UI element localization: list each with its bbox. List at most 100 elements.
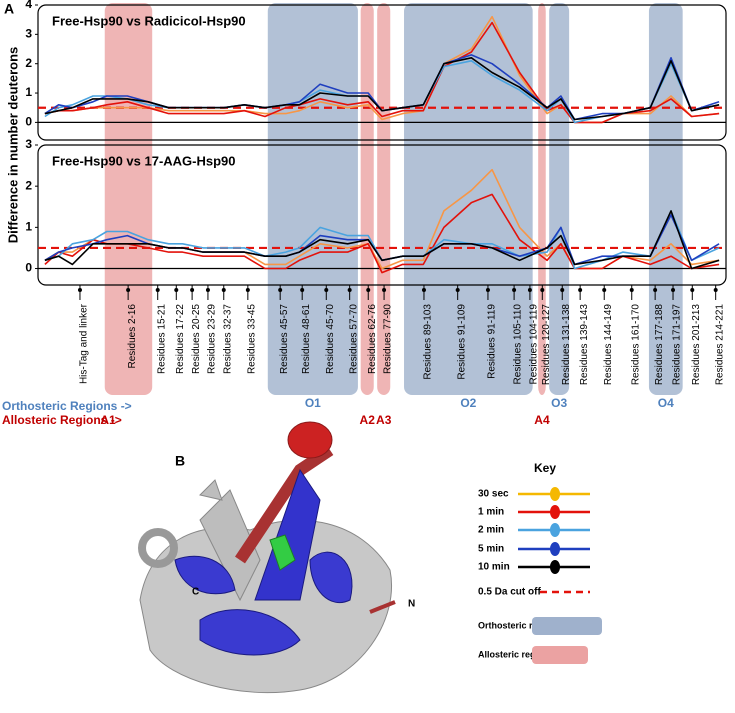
legend-swatch [532, 646, 588, 664]
x-tick-label: Residues 161-170 [630, 304, 641, 386]
y-tick-label: 4 [25, 0, 32, 11]
x-tick-dot [713, 288, 718, 292]
x-tick-dot [485, 288, 490, 292]
legend-label: 2 min [478, 525, 504, 536]
x-tick-label: Residues 17-22 [175, 304, 186, 374]
x-tick-dot [347, 288, 352, 292]
x-tick-label: Residues 32-37 [222, 304, 233, 374]
region-label: A2 [360, 413, 376, 427]
x-tick-label: Residues 2-16 [127, 304, 138, 369]
x-tick-label: Residues 91-119 [487, 304, 498, 379]
x-tick-dot [540, 288, 545, 292]
protein-structure [138, 421, 396, 694]
y-tick-label: 3 [25, 27, 32, 41]
x-tick-label: Residues 15-21 [156, 304, 167, 374]
x-tick-label: Residues 62-76 [367, 304, 378, 374]
x-tick-dot [690, 288, 695, 292]
x-tick-dot [300, 288, 305, 292]
x-tick-label: Residues 171-197 [672, 304, 683, 386]
x-tick-label: Residues 77-90 [383, 304, 394, 374]
x-tick-dot [560, 288, 565, 292]
x-tick-dot [629, 288, 634, 292]
y-tick-label: 2 [25, 56, 32, 70]
legend-label: Orthosteric regions [478, 620, 562, 630]
panel-label: A [4, 1, 14, 17]
x-tick-dot [155, 288, 160, 292]
legend-label: 30 sec [478, 489, 509, 500]
series-line [44, 210, 720, 270]
x-tick-dot [382, 288, 387, 292]
y-tick-label: 3 [25, 137, 32, 151]
x-tick-label: Residues 57-70 [348, 304, 359, 374]
plots: Free-Hsp90 vs Radicicol-Hsp90 0 1 2 3 4 Free-H… [25, 0, 727, 386]
x-tick-dot [190, 288, 195, 292]
x-tick-dot [324, 288, 329, 292]
series-line [44, 193, 720, 274]
x-tick-label: Residues 144-149 [603, 304, 614, 386]
x-tick-label: Residues 20-25 [191, 304, 202, 374]
region [377, 3, 391, 395]
region-label: O1 [305, 396, 321, 410]
y-tick-label: 0 [25, 261, 32, 275]
series-line [44, 210, 720, 270]
x-tick-label: Residues 45-70 [325, 304, 336, 374]
legend-marker [550, 560, 560, 574]
legend-marker [550, 487, 560, 501]
legend-marker [550, 523, 560, 537]
x-tick-dot [221, 288, 226, 292]
x-tick-dot [527, 288, 532, 292]
y-axis-label: Difference in number deuterons [5, 47, 20, 243]
legend-label: 0.5 Da cut off [478, 587, 541, 598]
x-tick-label: Residues 214-221 [714, 304, 725, 386]
x-tick-label: His-Tag and linker [79, 303, 90, 384]
legend: 30 sec 1 min 2 min 5 min 10 min 0.5 Da cut of… [478, 487, 602, 664]
x-tick-label: Residues 45-57 [279, 304, 290, 374]
x-tick-dot [366, 288, 371, 292]
region [404, 3, 533, 395]
x-tick-dot [421, 288, 426, 292]
x-tick-label: Residues 89-103 [423, 304, 434, 380]
x-tick-dot [126, 288, 131, 292]
x-tick-dot [512, 288, 517, 292]
legend-label: 10 min [478, 562, 510, 573]
legend-swatch [532, 617, 602, 635]
x-tick-dot [455, 288, 460, 292]
x-tick-dot [653, 288, 658, 292]
y-tick-label: 2 [25, 178, 32, 192]
series-line [44, 57, 720, 121]
panel-label: B [175, 453, 185, 469]
region-label: A4 [534, 413, 550, 427]
legend-label: 1 min [478, 507, 504, 518]
y-tick-label: 1 [25, 220, 32, 234]
x-tick-dot [578, 288, 583, 292]
legend-marker [550, 505, 560, 519]
x-tick-dot [278, 288, 283, 292]
region-label: A1 [100, 413, 116, 427]
terminus-label: C [192, 587, 199, 598]
series-line [44, 21, 720, 124]
region-label: O2 [460, 396, 476, 410]
terminus-label: N [408, 599, 415, 610]
region [360, 3, 374, 395]
x-tick-dot [205, 288, 210, 292]
x-tick-label: Residues 201-213 [691, 304, 702, 386]
x-tick-dot [174, 288, 179, 292]
x-tick-label: Residues 139-143 [579, 304, 590, 386]
y-tick-label: 1 [25, 85, 32, 99]
x-tick-label: Residues 23-29 [207, 304, 218, 374]
x-tick-dot [77, 288, 82, 292]
panel-frame [37, 4, 727, 141]
x-tick-label: Residues 91-109 [456, 304, 467, 380]
x-tick-dot [602, 288, 607, 292]
orthosteric-note: Orthosteric Regions -> [2, 399, 132, 413]
region-label: O4 [658, 396, 674, 410]
region [267, 3, 358, 395]
legend-marker [550, 542, 560, 556]
x-tick-label: Residues 120-127 [541, 304, 552, 386]
x-tick-dot [245, 288, 250, 292]
regions [104, 3, 683, 395]
x-tick-label: Residues 48-61 [301, 304, 312, 374]
series-line [44, 214, 720, 266]
x-tick-label: Residues 105-110 [513, 304, 524, 385]
